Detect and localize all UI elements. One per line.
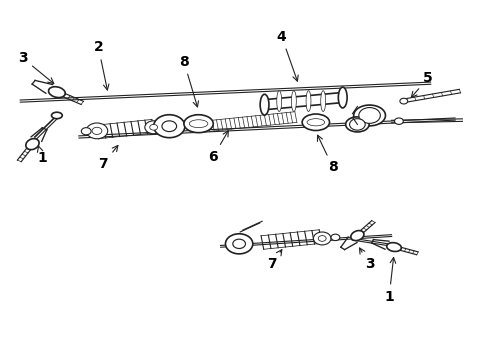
Circle shape (233, 239, 245, 248)
Circle shape (314, 232, 331, 245)
Ellipse shape (306, 91, 311, 112)
Ellipse shape (51, 112, 62, 119)
Ellipse shape (387, 243, 401, 252)
Text: 6: 6 (208, 131, 228, 164)
Ellipse shape (302, 114, 330, 131)
Ellipse shape (345, 117, 369, 132)
Circle shape (86, 123, 108, 139)
Ellipse shape (277, 91, 282, 112)
Circle shape (331, 234, 340, 240)
Text: 1: 1 (37, 146, 47, 166)
Text: 7: 7 (267, 250, 282, 271)
Text: 2: 2 (94, 40, 109, 90)
Ellipse shape (351, 230, 364, 240)
Ellipse shape (26, 139, 39, 150)
Circle shape (225, 234, 253, 254)
Circle shape (92, 127, 102, 134)
Ellipse shape (184, 115, 213, 133)
Text: 7: 7 (98, 145, 118, 171)
Circle shape (154, 115, 185, 138)
Circle shape (359, 108, 380, 123)
Text: 8: 8 (318, 135, 338, 175)
Ellipse shape (49, 87, 65, 98)
Ellipse shape (321, 91, 326, 112)
Text: 4: 4 (277, 30, 298, 81)
Circle shape (150, 125, 158, 130)
Ellipse shape (292, 91, 296, 112)
Circle shape (145, 121, 162, 134)
Ellipse shape (354, 105, 386, 126)
Circle shape (400, 98, 408, 104)
Ellipse shape (260, 94, 269, 115)
Text: 8: 8 (179, 55, 198, 107)
Circle shape (81, 128, 91, 135)
Text: 3: 3 (360, 248, 374, 271)
Text: 1: 1 (384, 257, 396, 303)
Ellipse shape (338, 87, 347, 108)
Circle shape (318, 235, 326, 241)
Circle shape (394, 118, 403, 125)
Text: 3: 3 (18, 51, 54, 84)
Circle shape (349, 119, 365, 130)
Circle shape (162, 121, 176, 132)
Text: 5: 5 (411, 71, 433, 97)
